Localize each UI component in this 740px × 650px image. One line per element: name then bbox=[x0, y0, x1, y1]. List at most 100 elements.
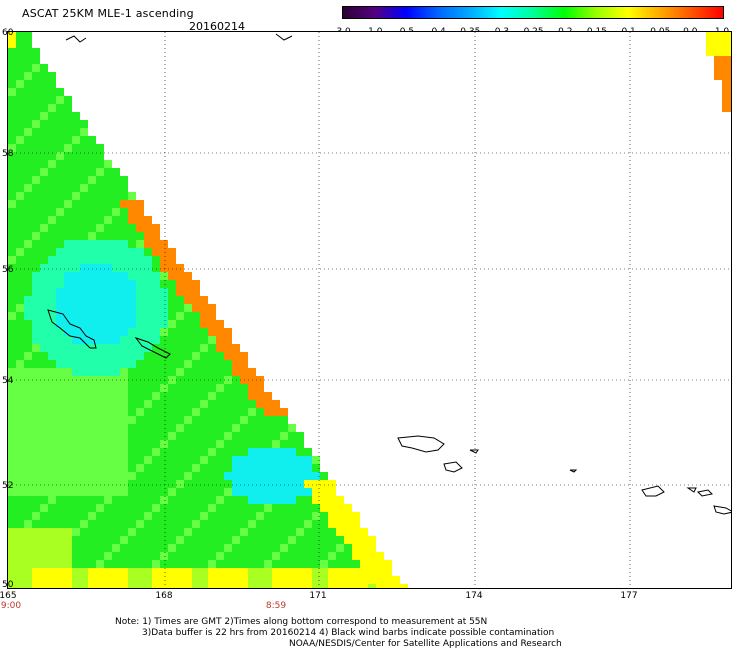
swath-cell bbox=[72, 440, 80, 448]
swath-cell bbox=[200, 456, 208, 464]
swath-cell bbox=[152, 488, 160, 496]
swath-cell bbox=[240, 576, 248, 584]
swath-cell bbox=[24, 416, 32, 424]
swath-cell bbox=[48, 440, 56, 448]
swath-cell bbox=[168, 400, 176, 408]
swath-cell bbox=[88, 192, 96, 200]
swath-cell bbox=[112, 544, 120, 552]
swath-cell bbox=[352, 576, 360, 584]
swath-cell bbox=[168, 480, 176, 488]
swath-cell bbox=[208, 544, 216, 552]
swath-cell bbox=[176, 544, 184, 552]
swath-cell bbox=[8, 488, 16, 496]
swath-cell bbox=[184, 584, 192, 588]
swath-cell bbox=[224, 392, 232, 400]
swath-cell bbox=[32, 96, 40, 104]
swath-cell bbox=[136, 488, 144, 496]
swath-cell bbox=[224, 368, 232, 376]
swath-cell bbox=[144, 384, 152, 392]
swath-cell bbox=[312, 504, 320, 512]
swath-cell bbox=[232, 520, 240, 528]
swath-cell bbox=[88, 280, 96, 288]
swath-cell bbox=[216, 536, 224, 544]
swath-cell bbox=[56, 408, 64, 416]
swath-cell bbox=[112, 512, 120, 520]
swath-cell bbox=[184, 416, 192, 424]
swath-cell bbox=[104, 416, 112, 424]
swath-cell bbox=[320, 528, 328, 536]
swath-cell bbox=[256, 480, 264, 488]
swath-cell bbox=[216, 400, 224, 408]
swath-cell bbox=[224, 576, 232, 584]
swath-cell bbox=[32, 304, 40, 312]
swath-cell bbox=[216, 584, 224, 588]
swath-cell bbox=[8, 368, 16, 376]
swath-cell bbox=[80, 144, 88, 152]
swath-cell bbox=[128, 336, 136, 344]
swath-cell bbox=[216, 528, 224, 536]
swath-cell bbox=[112, 480, 120, 488]
swath-cell bbox=[80, 288, 88, 296]
swath-cell bbox=[112, 224, 120, 232]
swath-cell bbox=[168, 568, 176, 576]
swath-cell bbox=[216, 576, 224, 584]
swath-cell bbox=[208, 400, 216, 408]
swath-cell bbox=[80, 472, 88, 480]
coastline-island bbox=[443, 461, 463, 473]
swath-cell bbox=[16, 112, 24, 120]
swath-cell bbox=[288, 560, 296, 568]
swath-cell bbox=[280, 456, 288, 464]
swath-cell bbox=[96, 528, 104, 536]
swath-cell bbox=[232, 384, 240, 392]
swath-cell bbox=[120, 392, 128, 400]
swath-cell bbox=[184, 528, 192, 536]
swath-cell bbox=[88, 160, 96, 168]
swath-cell bbox=[296, 520, 304, 528]
swath-cell bbox=[312, 464, 320, 472]
swath-cell bbox=[128, 480, 136, 488]
swath-cell bbox=[64, 496, 72, 504]
swath-cell bbox=[16, 424, 24, 432]
swath-cell bbox=[256, 528, 264, 536]
swath-cell bbox=[328, 536, 336, 544]
swath-cell bbox=[72, 200, 80, 208]
swath-cell bbox=[200, 528, 208, 536]
swath-cell bbox=[152, 368, 160, 376]
swath-cell bbox=[714, 56, 722, 64]
swath-cell bbox=[40, 568, 48, 576]
swath-cell bbox=[8, 200, 16, 208]
swath-cell bbox=[80, 352, 88, 360]
swath-cell bbox=[376, 560, 384, 568]
swath-cell bbox=[56, 472, 64, 480]
swath-cell bbox=[64, 112, 72, 120]
swath-cell bbox=[288, 488, 296, 496]
swath-cell bbox=[72, 472, 80, 480]
swath-cell bbox=[80, 136, 88, 144]
swath-cell bbox=[80, 272, 88, 280]
swath-cell bbox=[24, 464, 32, 472]
swath-cell bbox=[304, 504, 312, 512]
swath-cell bbox=[168, 336, 176, 344]
swath-cell bbox=[128, 528, 136, 536]
swath-cell bbox=[56, 360, 64, 368]
swath-cell bbox=[72, 272, 80, 280]
swath-cell bbox=[328, 544, 336, 552]
swath-cell bbox=[136, 504, 144, 512]
swath-cell bbox=[160, 312, 168, 320]
swath-cell bbox=[104, 472, 112, 480]
swath-cell bbox=[32, 328, 40, 336]
swath-cell bbox=[272, 576, 280, 584]
swath-cell bbox=[248, 408, 256, 416]
swath-cell bbox=[312, 576, 320, 584]
swath-cell bbox=[136, 264, 144, 272]
swath-cell bbox=[88, 360, 96, 368]
swath-cell bbox=[216, 488, 224, 496]
swath-cell bbox=[8, 264, 16, 272]
swath-cell bbox=[112, 424, 120, 432]
swath-cell bbox=[296, 568, 304, 576]
swath-cell bbox=[72, 432, 80, 440]
swath-cell bbox=[256, 496, 264, 504]
swath-cell bbox=[40, 264, 48, 272]
swath-cell bbox=[40, 416, 48, 424]
swath-cell bbox=[136, 288, 144, 296]
